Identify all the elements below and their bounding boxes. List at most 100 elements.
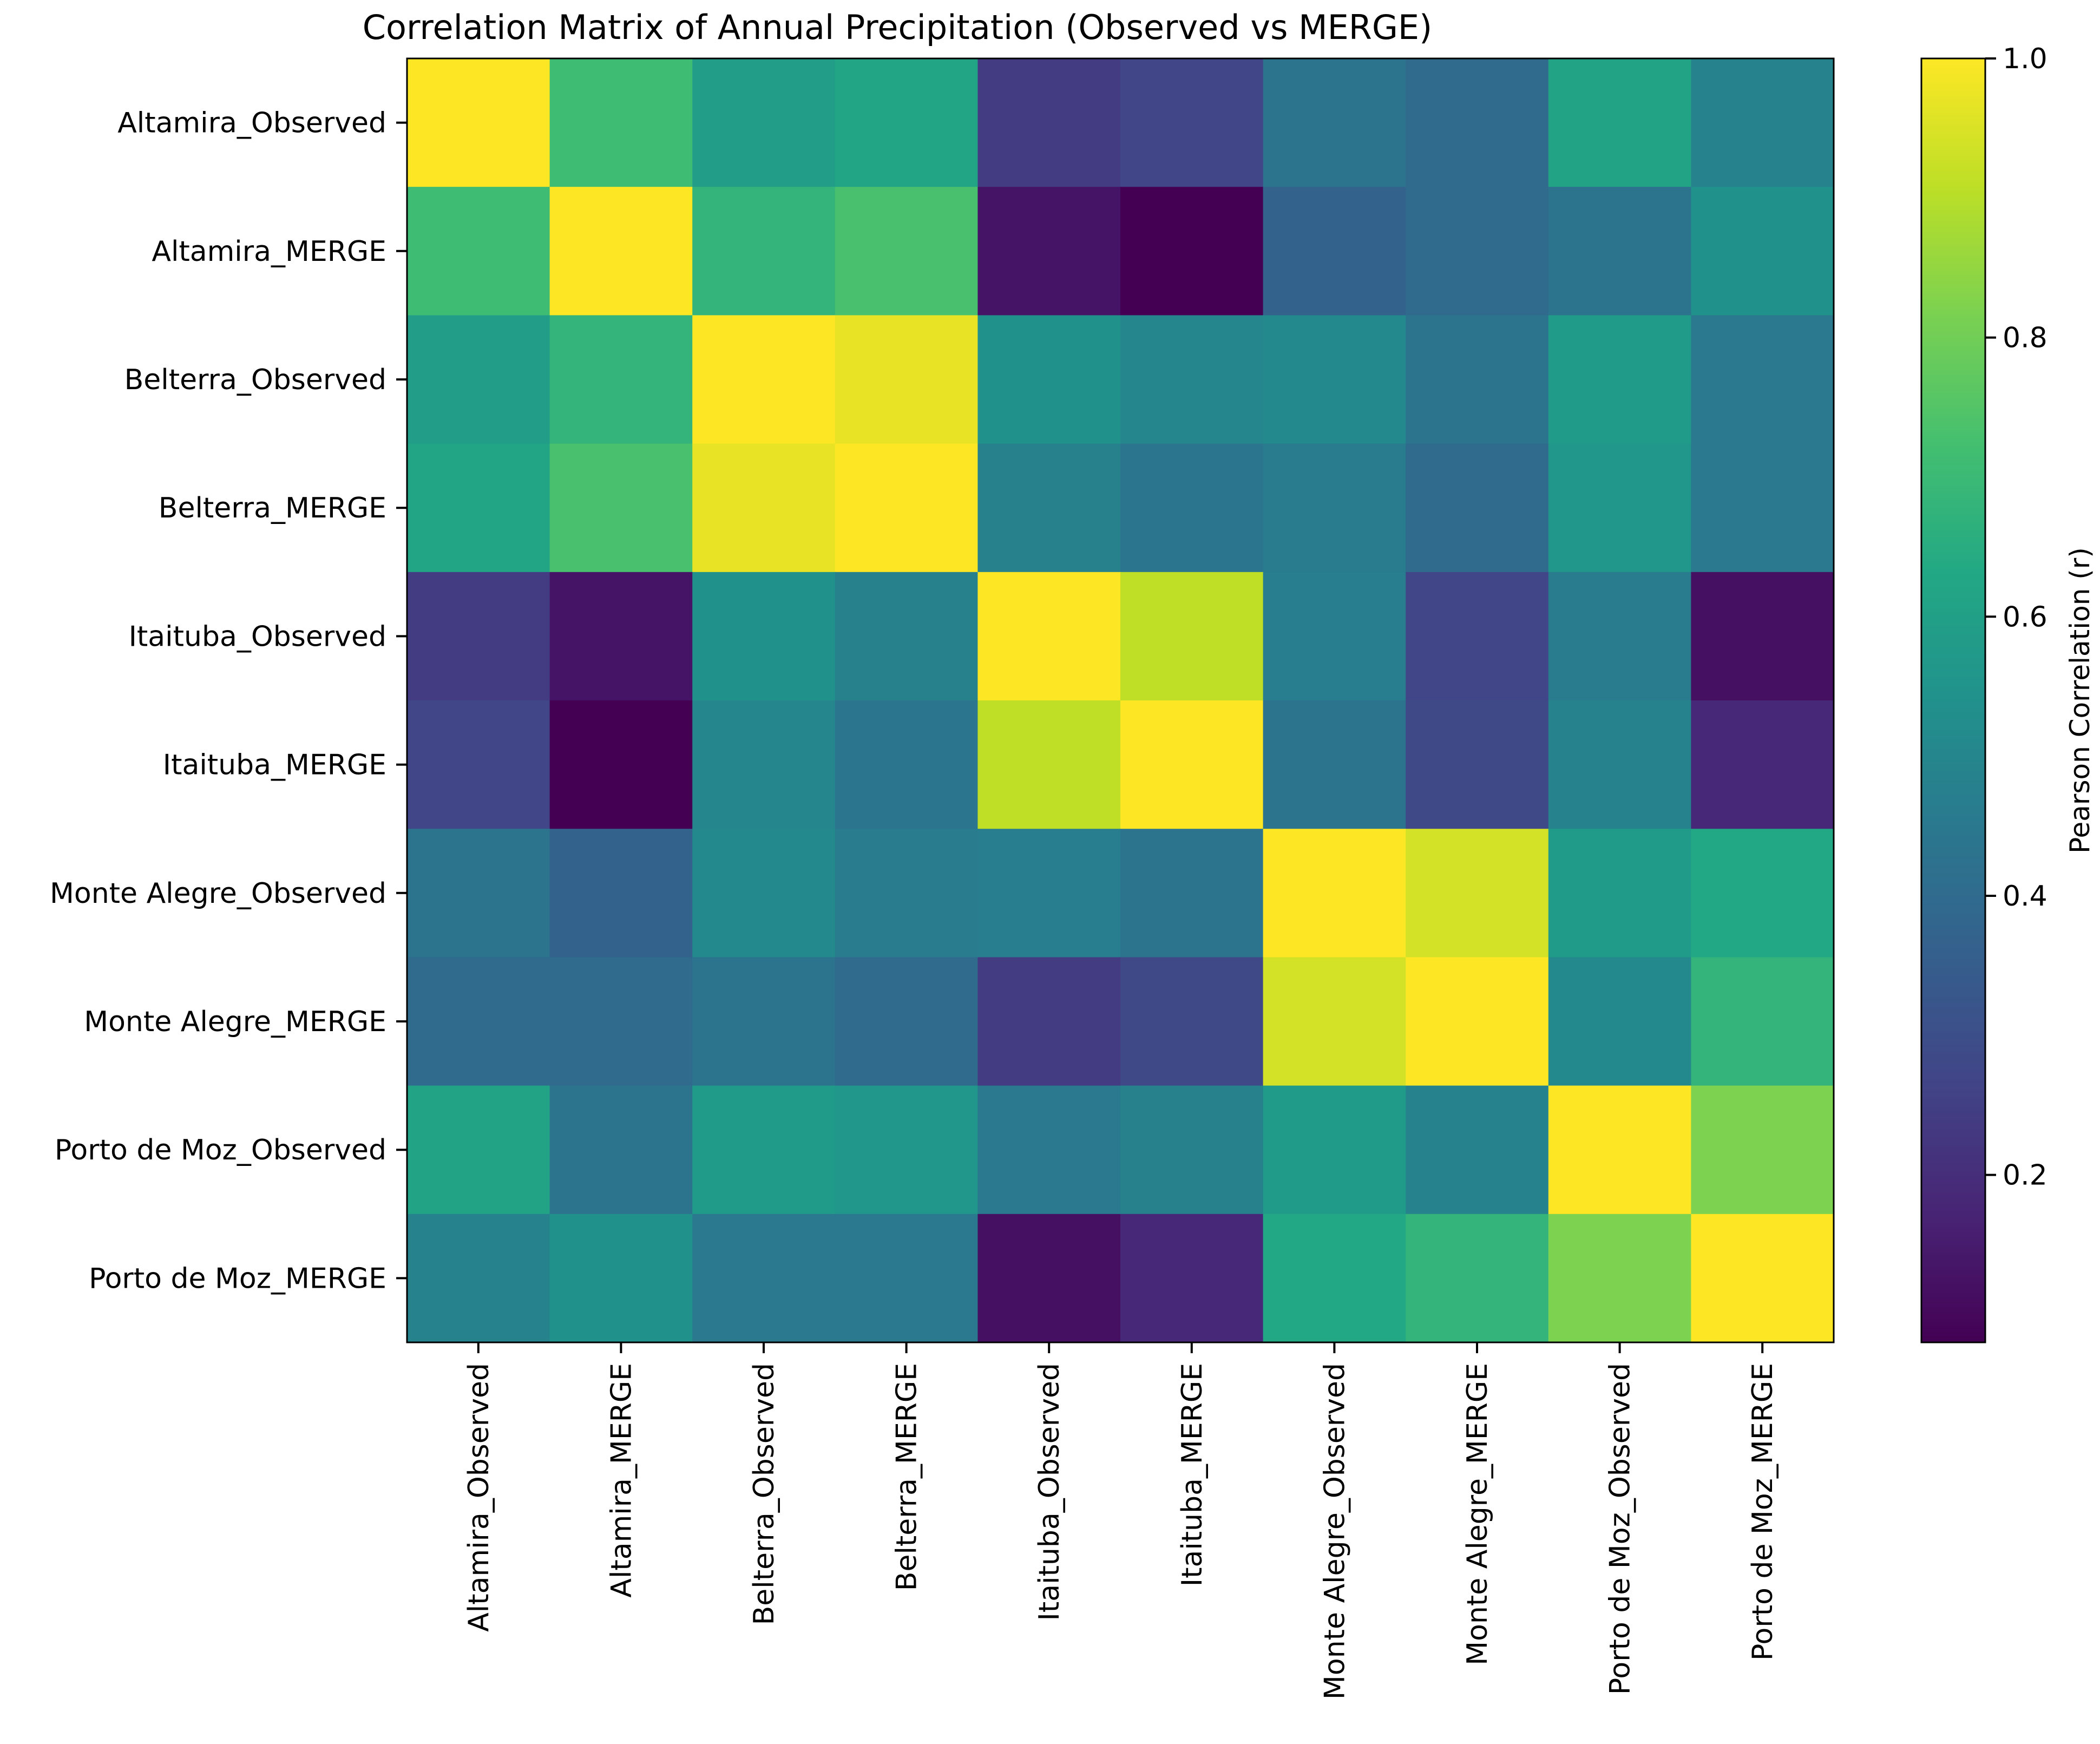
heatmap-cell: [835, 829, 978, 958]
col-ticks: Altamira_Observed Altamira_MERGE Belterra_…: [463, 1342, 1779, 1700]
heatmap-cell: [407, 443, 550, 573]
heatmap-cell: [692, 1085, 836, 1215]
heatmap-cell: [977, 315, 1121, 444]
heatmap-cell: [1120, 829, 1264, 958]
heatmap-cell: [1548, 58, 1691, 187]
heatmap-cell: [835, 443, 978, 573]
heatmap-cell: [692, 700, 836, 829]
heatmap-cell: [1691, 1214, 1834, 1343]
heatmap-cell: [1548, 829, 1691, 958]
chart-title: Correlation Matrix of Annual Precipitati…: [363, 8, 1432, 47]
row-tick-label: Itaituba_MERGE: [163, 749, 386, 782]
heatmap-cell: [549, 443, 693, 573]
heatmap-cell: [1263, 572, 1406, 701]
heatmap-cell: [1691, 1085, 1834, 1215]
heatmap-cell: [407, 572, 550, 701]
heatmap-cell: [1263, 443, 1406, 573]
heatmap-cell: [1406, 700, 1549, 829]
col-tick-label: Altamira_MERGE: [605, 1363, 638, 1598]
heatmap-cell: [1120, 700, 1264, 829]
heatmap-cell: [1263, 957, 1406, 1086]
heatmap-cell: [1691, 572, 1834, 701]
heatmap-cell: [1406, 1085, 1549, 1215]
heatmap-cell: [835, 315, 978, 444]
colorbar-label: Pearson Correlation (r): [2064, 547, 2096, 854]
heatmap-cell: [1263, 1085, 1406, 1215]
colorbar-tick-label: 0.2: [2003, 1159, 2047, 1192]
row-tick-label: Monte Alegre_MERGE: [84, 1006, 386, 1038]
heatmap-cell: [1120, 443, 1264, 573]
heatmap-cell: [1263, 700, 1406, 829]
heatmap-cell: [1120, 315, 1264, 444]
heatmap-cell: [549, 957, 693, 1086]
heatmap-cell: [1548, 700, 1691, 829]
row-ticks: Altamira_Observed Altamira_MERGE Belterra_…: [50, 107, 407, 1295]
heatmap-cell: [835, 957, 978, 1086]
col-tick-label: Porto de Moz_MERGE: [1747, 1363, 1779, 1661]
heatmap-cell: [1691, 58, 1834, 187]
colorbar-tick-label: 0.8: [2003, 322, 2047, 355]
col-tick-label: Altamira_Observed: [463, 1363, 495, 1632]
row-tick-label: Itaituba_Observed: [129, 620, 386, 653]
heatmap-cell: [1406, 443, 1549, 573]
col-tick-label: Itaituba_Observed: [1033, 1363, 1066, 1621]
col-tick-label: Monte Alegre_Observed: [1318, 1363, 1351, 1700]
colorbar-ticks: 0.2 0.4 0.6 0.8 1.0: [1985, 43, 2047, 1192]
heatmap-cell: [835, 58, 978, 187]
col-tick-label: Belterra_MERGE: [891, 1363, 923, 1591]
heatmap-cell: [692, 829, 836, 958]
heatmap-cell: [977, 572, 1121, 701]
heatmap-cell: [1548, 443, 1691, 573]
heatmap-cells: [407, 58, 1834, 1343]
heatmap-cell: [977, 58, 1121, 187]
heatmap-cell: [977, 829, 1121, 958]
heatmap-cell: [549, 1085, 693, 1215]
plot-frame: [406, 57, 1835, 1343]
heatmap-cell: [407, 957, 550, 1086]
row-tick-label: Altamira_Observed: [117, 107, 386, 140]
heatmap-cell: [692, 443, 836, 573]
heatmap-cell: [1548, 315, 1691, 444]
heatmap-cell: [407, 1214, 550, 1343]
heatmap-cell: [1548, 957, 1691, 1086]
heatmap-cell: [692, 572, 836, 701]
heatmap-cell: [977, 1085, 1121, 1215]
heatmap-cell: [1406, 58, 1549, 187]
row-tick-label: Porto de Moz_Observed: [55, 1134, 386, 1166]
heatmap-cell: [1691, 443, 1834, 573]
heatmap-cell: [692, 315, 836, 444]
row-tick-label: Monte Alegre_Observed: [50, 877, 386, 910]
heatmap-cell: [692, 1214, 836, 1343]
heatmap-cell: [1120, 1085, 1264, 1215]
heatmap-cell: [1691, 829, 1834, 958]
heatmap-cell: [407, 187, 550, 316]
heatmap-cell: [1691, 957, 1834, 1086]
colorbar-tick-label: 0.6: [2003, 601, 2047, 633]
heatmap-cell: [1406, 829, 1549, 958]
heatmap-cell: [407, 700, 550, 829]
col-tick-label: Itaituba_MERGE: [1176, 1363, 1209, 1586]
heatmap-cell: [1406, 315, 1549, 444]
heatmap-cell: [407, 58, 550, 187]
heatmap-cell: [835, 700, 978, 829]
heatmap-cell: [549, 1214, 693, 1343]
heatmap-cell: [549, 700, 693, 829]
row-tick-label: Belterra_MERGE: [159, 492, 386, 524]
heatmap-cell: [1120, 187, 1264, 316]
heatmap-cell: [692, 957, 836, 1086]
heatmap-cell: [549, 572, 693, 701]
heatmap-cell: [1691, 700, 1834, 829]
colorbar: [1920, 57, 1986, 1343]
heatmap-cell: [835, 187, 978, 316]
heatmap-cell: [692, 187, 836, 316]
col-tick-label: Porto de Moz_Observed: [1604, 1363, 1637, 1695]
colorbar-tick-label: 0.4: [2003, 880, 2047, 913]
heatmap-cell: [835, 1085, 978, 1215]
heatmap-cell: [1406, 572, 1549, 701]
heatmap-cell: [835, 572, 978, 701]
heatmap-cell: [1406, 187, 1549, 316]
colorbar-tick-label: 1.0: [2003, 43, 2047, 75]
heatmap-cell: [692, 58, 836, 187]
row-tick-label: Porto de Moz_MERGE: [89, 1262, 386, 1295]
